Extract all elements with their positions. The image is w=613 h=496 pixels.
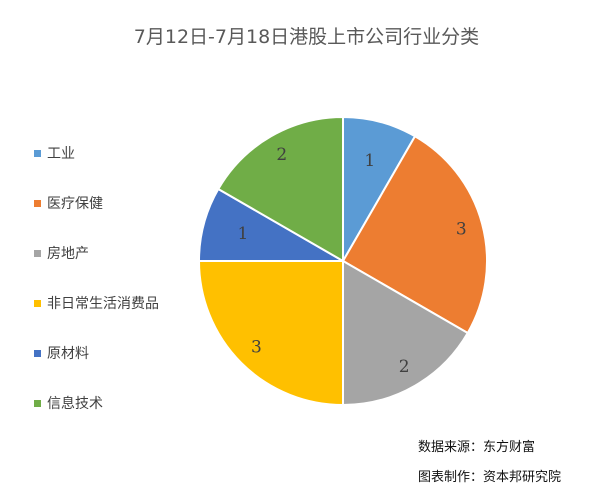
legend-swatch: [34, 149, 41, 157]
legend-label: 房地产: [47, 246, 89, 262]
legend-label: 原材料: [47, 346, 89, 362]
data-source-note: 数据来源：东方财富: [418, 440, 536, 455]
legend-item: 原材料: [34, 328, 159, 378]
slice-data-label: 2: [276, 145, 287, 165]
legend-item: 医疗保健: [34, 178, 159, 228]
slice-data-label: 1: [364, 151, 375, 171]
legend-item: 信息技术: [34, 378, 159, 428]
legend-label: 信息技术: [47, 396, 103, 412]
pie-slice: [342, 259, 470, 407]
legend-item: 房地产: [34, 228, 159, 278]
legend: 工业医疗保健房地产非日常生活消费品 原材料信息技术: [34, 128, 159, 428]
slice-data-label: 1: [237, 224, 248, 244]
pie-slice: [341, 134, 488, 335]
legend-swatch: [34, 249, 41, 257]
chart-maker-note: 图表制作：资本邦研究院: [418, 470, 562, 485]
legend-swatch: [34, 349, 41, 357]
slice-data-label: 3: [251, 338, 262, 358]
legend-item: 工业: [34, 128, 159, 178]
legend-label: 工业: [47, 146, 75, 162]
pie-slice: [216, 115, 344, 263]
chart-title: 7月12日-7月18日港股上市公司行业分类: [133, 26, 480, 48]
slice-data-label: 2: [399, 357, 410, 377]
legend-item: 非日常生活消费品: [34, 278, 159, 328]
pie-slice: [197, 260, 344, 407]
legend-swatch: [34, 199, 41, 207]
legend-label: 医疗保健: [47, 196, 103, 212]
slice-data-label: 3: [456, 219, 467, 239]
legend-label: 非日常生活消费品: [47, 296, 159, 312]
legend-swatch: [34, 399, 41, 407]
legend-swatch: [34, 299, 41, 307]
